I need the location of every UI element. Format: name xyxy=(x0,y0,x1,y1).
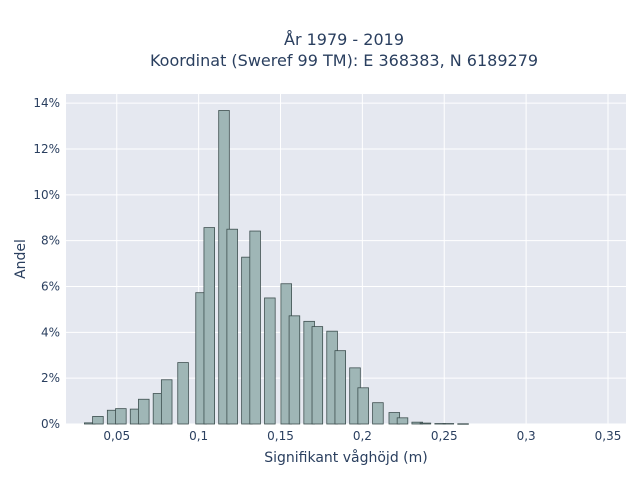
y-axis-title: Andel xyxy=(13,239,29,279)
x-tick-label-0: 0,05 xyxy=(103,429,130,443)
plot-area xyxy=(66,94,626,424)
x-tick-label-5: 0,3 xyxy=(517,429,536,443)
histogram-bar-8 xyxy=(177,362,189,425)
y-tick-label-1: 2% xyxy=(41,371,60,385)
histogram-bar-17 xyxy=(288,315,301,425)
x-tick-label-2: 0,15 xyxy=(267,429,294,443)
histogram-bar-14 xyxy=(249,230,261,425)
x-axis-ticks: 0,05 0,1 0,15 0,2 0,25 0,3 0,35 xyxy=(103,429,621,443)
y-tick-label-2: 4% xyxy=(41,325,60,339)
histogram-bar-21 xyxy=(334,350,346,425)
histogram-bar-15 xyxy=(264,297,276,425)
x-tick-label-6: 0,35 xyxy=(595,429,622,443)
histogram-bar-28 xyxy=(419,422,432,425)
x-tick-label-4: 0,25 xyxy=(431,429,458,443)
histogram-bar-24 xyxy=(372,402,384,425)
histogram-bar-12 xyxy=(226,228,238,425)
histogram-bar-3 xyxy=(115,408,127,425)
y-tick-label-5: 10% xyxy=(33,188,60,202)
histogram-bar-31 xyxy=(457,423,469,425)
x-tick-label-3: 0,2 xyxy=(353,429,372,443)
chart-title-line-1: År 1979 - 2019 xyxy=(284,30,404,49)
y-tick-label-3: 6% xyxy=(41,280,60,294)
y-tick-label-0: 0% xyxy=(41,417,60,431)
histogram-bar-10 xyxy=(203,227,215,425)
histogram-bar-30 xyxy=(442,423,455,425)
grid-lines xyxy=(66,94,626,425)
y-tick-label-6: 12% xyxy=(33,142,60,156)
y-tick-label-7: 14% xyxy=(33,96,60,110)
histogram-bar-1 xyxy=(92,416,104,425)
histogram-bar-19 xyxy=(311,326,324,425)
histogram-bar-5 xyxy=(138,398,150,425)
histogram-bar-23 xyxy=(357,387,369,425)
histogram-bar-26 xyxy=(396,417,409,425)
y-tick-label-4: 8% xyxy=(41,234,60,248)
histogram-bar-7 xyxy=(160,379,173,425)
y-axis-ticks: 0% 2% 4% 6% 8% 10% 12% 14% xyxy=(33,96,60,431)
x-axis-title: Signifikant våghöjd (m) xyxy=(264,449,427,466)
chart-title-line-2: Koordinat (Sweref 99 TM): E 368383, N 61… xyxy=(150,51,538,70)
histogram-bars xyxy=(84,110,469,425)
x-tick-label-1: 0,1 xyxy=(189,429,208,443)
